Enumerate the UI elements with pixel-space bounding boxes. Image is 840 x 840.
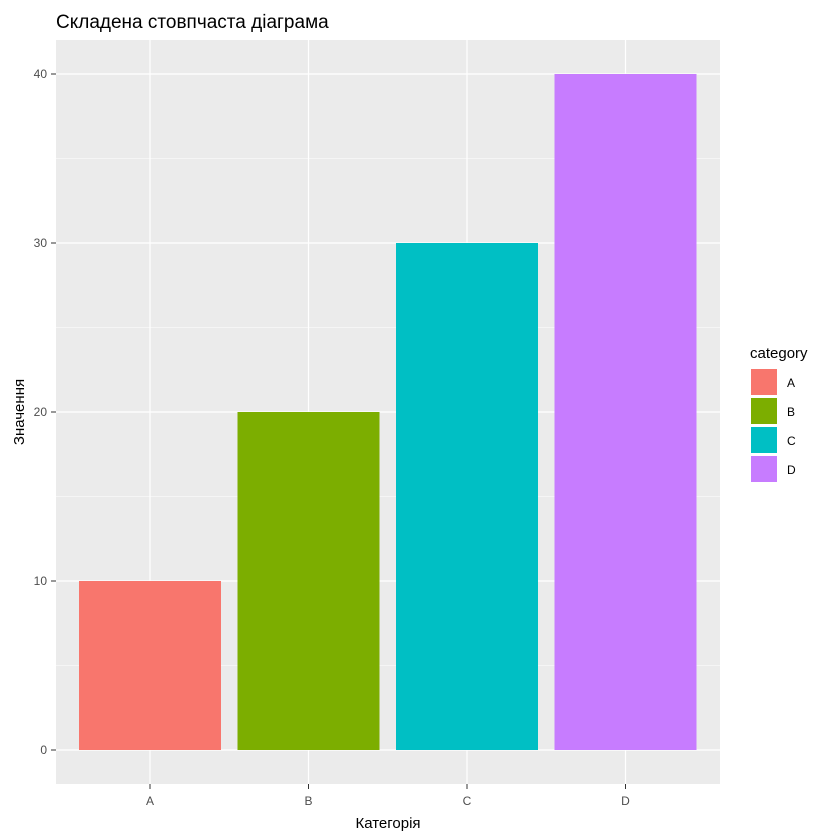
legend-label-a: A bbox=[787, 376, 795, 390]
x-tick-label: C bbox=[463, 794, 472, 808]
legend-key-c bbox=[751, 427, 777, 453]
bars bbox=[79, 74, 697, 750]
bar-a bbox=[79, 581, 221, 750]
legend: category A B C D bbox=[750, 345, 808, 482]
legend-label-d: D bbox=[787, 463, 796, 477]
legend-title: category bbox=[750, 345, 808, 362]
y-tick-label: 10 bbox=[34, 574, 48, 588]
x-tick-label: D bbox=[621, 794, 630, 808]
y-tick-label: 30 bbox=[34, 236, 48, 250]
legend-label-c: C bbox=[787, 434, 796, 448]
bar-b bbox=[237, 412, 380, 750]
x-tick-label: B bbox=[304, 794, 312, 808]
y-axis-title: Значення bbox=[11, 379, 28, 445]
legend-key-a bbox=[751, 369, 777, 395]
legend-key-b bbox=[751, 398, 777, 424]
y-tick-label: 20 bbox=[34, 405, 48, 419]
x-axis-title: Категорія bbox=[355, 815, 420, 832]
bar-c bbox=[396, 243, 538, 750]
legend-key-d bbox=[751, 456, 777, 482]
legend-label-b: B bbox=[787, 405, 795, 419]
x-tick-label: A bbox=[146, 794, 154, 808]
bar-d bbox=[554, 74, 697, 750]
y-axis: 0 10 20 30 40 bbox=[34, 67, 56, 757]
x-axis: A B C D bbox=[146, 784, 630, 808]
y-tick-label: 40 bbox=[34, 67, 48, 81]
y-tick-label: 0 bbox=[40, 743, 47, 757]
chart-title: Складена стовпчаста діаграма bbox=[56, 12, 329, 33]
